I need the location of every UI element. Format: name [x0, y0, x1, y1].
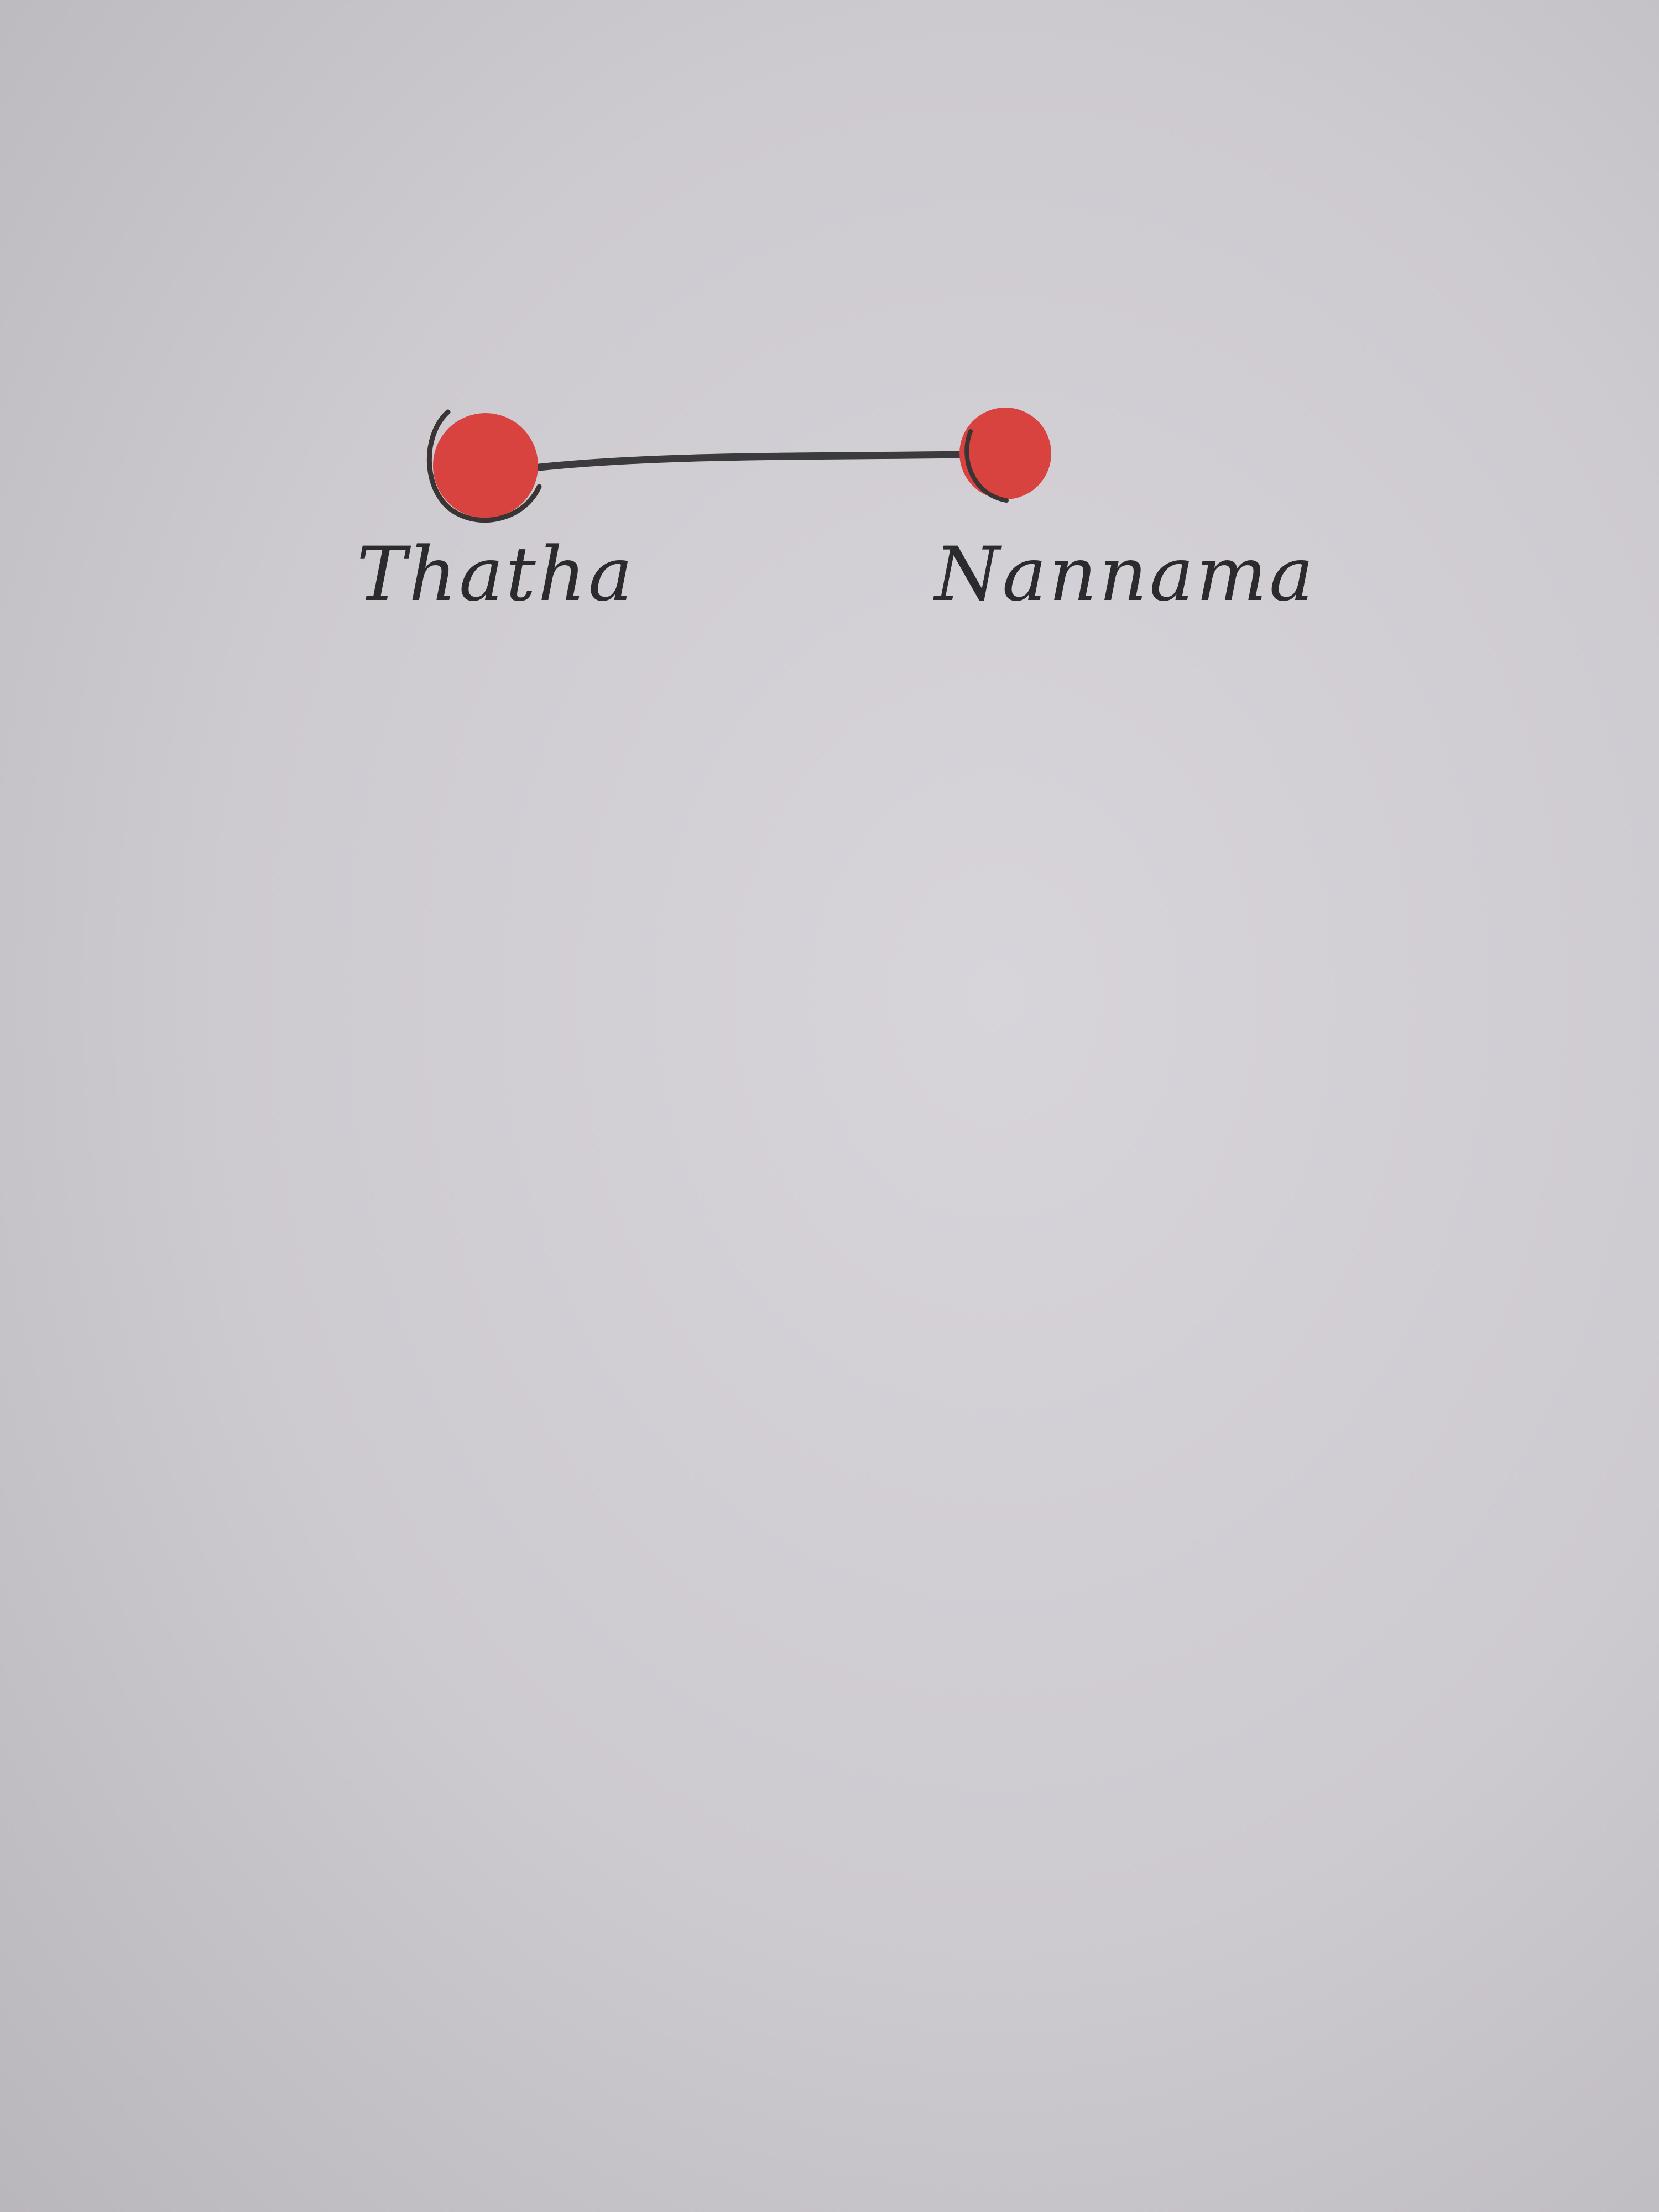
node-thatha-circle: [433, 413, 538, 518]
node-thatha-outline: [426, 409, 542, 523]
node-nannama: [959, 408, 1051, 503]
node-thatha: [426, 409, 542, 523]
node-nannama-circle: [959, 408, 1051, 499]
node-nannama-label: Nannama: [935, 531, 1316, 618]
node-nannama-outline: [964, 429, 1009, 503]
connection-line: [535, 451, 966, 471]
node-thatha-label: Thatha: [357, 531, 635, 618]
